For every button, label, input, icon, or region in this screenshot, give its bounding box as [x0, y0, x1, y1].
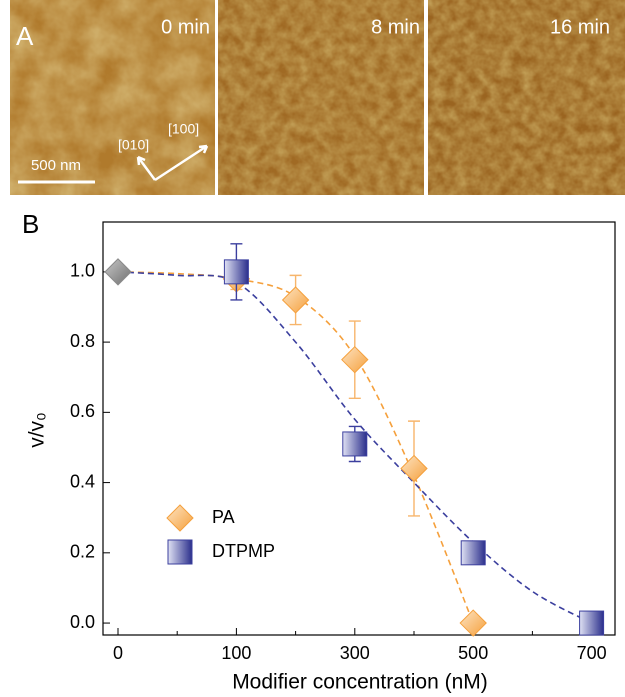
legend-label: PA — [212, 507, 235, 527]
legend-marker — [166, 504, 194, 532]
data-point — [579, 610, 605, 636]
time-label: 8 min — [371, 16, 420, 38]
time-label: 16 min — [550, 16, 610, 38]
direction-label: [100] — [168, 121, 199, 137]
legend-marker — [167, 539, 193, 565]
direction-label: [010] — [118, 137, 149, 153]
data-point — [459, 609, 487, 637]
y-tick-label: 0.6 — [70, 401, 95, 421]
x-tick-label: 100 — [221, 643, 251, 663]
data-point — [341, 345, 369, 374]
panel-label: A — [16, 21, 34, 51]
y-tick-label: 0.0 — [70, 612, 95, 632]
legend-label: DTPMP — [212, 541, 275, 561]
plot-frame — [102, 221, 616, 636]
x-tick-label: 300 — [340, 643, 370, 663]
data-point — [104, 258, 132, 286]
y-tick-label: 1.0 — [70, 261, 95, 281]
fit-curve — [117, 271, 474, 624]
y-tick-label: 0.8 — [70, 331, 95, 351]
data-point — [460, 540, 486, 566]
x-tick-label: 0 — [113, 643, 123, 663]
x-tick-label: 500 — [458, 643, 488, 663]
direction-arrows — [136, 144, 209, 182]
x-axis-label: Modifier concentration (nM) — [232, 671, 488, 694]
scale-bar-label: 500 nm — [31, 157, 81, 174]
fit-curve — [117, 271, 592, 624]
panel-label: B — [22, 209, 39, 239]
data-point — [400, 454, 428, 483]
x-tick-label: 700 — [577, 643, 607, 663]
data-point — [342, 431, 368, 457]
y-axis-label: v/v₀ — [26, 412, 49, 448]
data-point — [281, 286, 310, 314]
data-point — [223, 259, 249, 285]
y-tick-label: 0.2 — [70, 542, 95, 562]
afm-images — [10, 0, 625, 195]
y-tick-label: 0.4 — [70, 471, 95, 491]
time-label: 0 min — [161, 16, 210, 38]
